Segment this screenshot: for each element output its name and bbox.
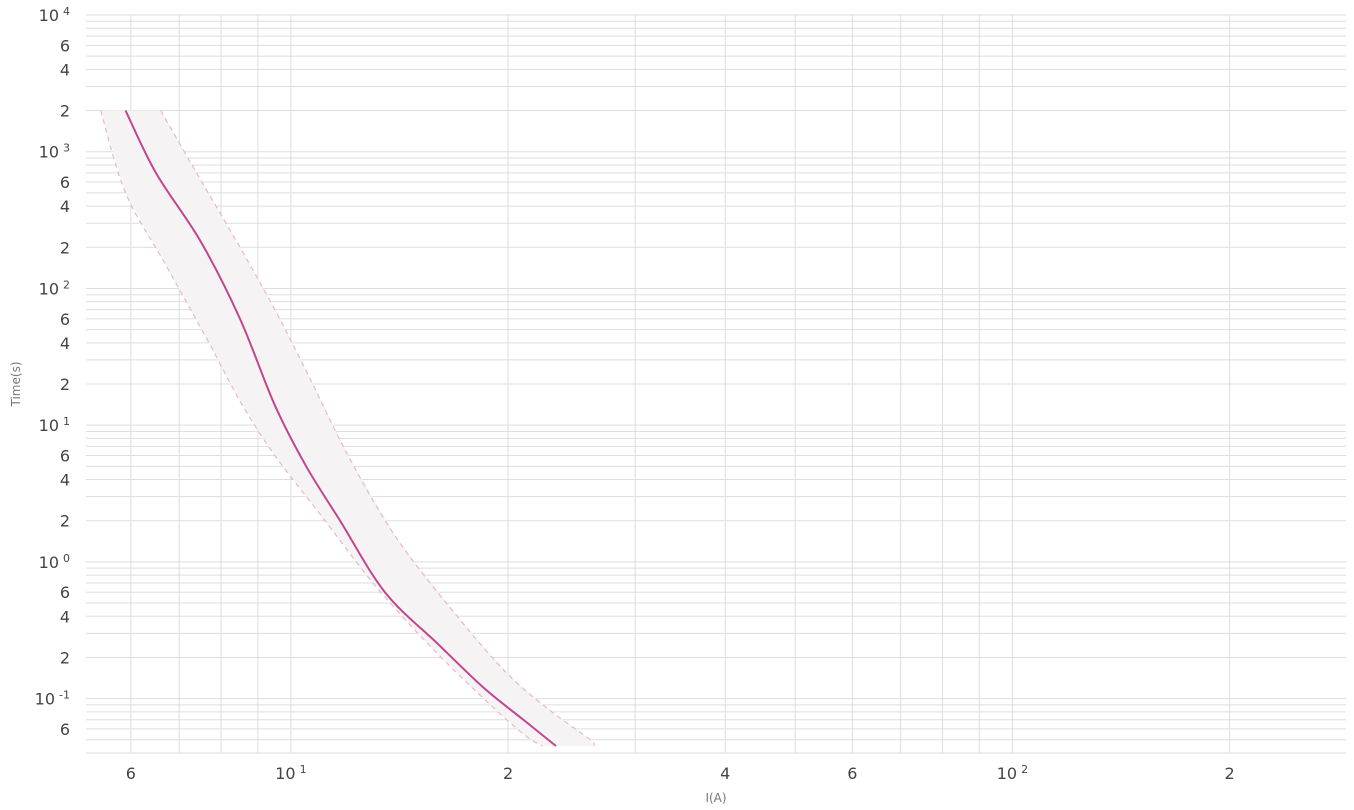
- y-tick-label: 6: [60, 720, 70, 739]
- y-tick-label: 6: [60, 583, 70, 602]
- series-lower-bound-line: [100, 110, 543, 747]
- y-tick-label: 2: [60, 375, 70, 394]
- y-tick-label: 6: [60, 36, 70, 55]
- y-tick-label: 6: [60, 173, 70, 192]
- y-tick-label: 6: [60, 446, 70, 465]
- series-upper-bound-line: [160, 110, 596, 747]
- y-tick-label: 4: [60, 471, 70, 490]
- x-tick-label: 2: [1224, 764, 1234, 783]
- x-tick-label: 2: [503, 764, 513, 783]
- x-tick-label: 10 2: [997, 763, 1028, 783]
- tolerance-band: [100, 110, 594, 747]
- y-tick-label: 6: [60, 310, 70, 329]
- x-tick-label: 6: [847, 764, 857, 783]
- y-tick-label: 2: [60, 648, 70, 667]
- y-tick-label: 10 3: [39, 142, 70, 162]
- y-tick-label: 10 0: [39, 552, 70, 572]
- x-axis-title: I(A): [705, 791, 726, 805]
- x-tick-label: 4: [720, 764, 730, 783]
- x-tick-label: 10 1: [275, 763, 306, 783]
- grid: [86, 14, 1346, 754]
- x-tick-label: 6: [126, 764, 136, 783]
- tolerance-band-layer: [100, 110, 594, 747]
- y-axis-ticks: 10 4 6 4 2 10 3 6 4 2 10 2 6 4 2 10 1 6 4 2 10 0 6 4 2 10 -1 6: [35, 5, 70, 739]
- y-tick-label: 10 4: [39, 5, 70, 25]
- y-tick-label: 4: [60, 607, 70, 626]
- y-tick-label: 2: [60, 238, 70, 257]
- y-tick-label: 10 2: [39, 278, 70, 298]
- y-tick-label: 4: [60, 197, 70, 216]
- y-tick-label: 10 1: [39, 415, 70, 435]
- y-tick-label: 2: [60, 512, 70, 531]
- y-tick-label: 10 -1: [35, 689, 70, 709]
- y-tick-label: 4: [60, 60, 70, 79]
- y-tick-label: 4: [60, 334, 70, 353]
- x-axis-ticks: 6 10 1 2 4 6 10 2 2: [126, 763, 1235, 783]
- y-axis-title: Time(s): [9, 362, 23, 408]
- series-layer: [100, 110, 596, 747]
- series-nominal-line: [124, 110, 557, 747]
- y-tick-label: 2: [60, 102, 70, 121]
